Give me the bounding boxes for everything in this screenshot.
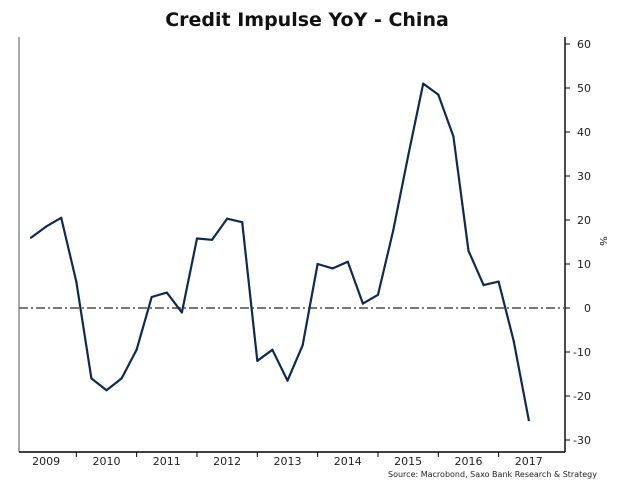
source-note: Source: Macrobond, Saxo Bank Research & …: [388, 470, 597, 479]
x-tick-label: 2017: [515, 455, 543, 468]
data-point: [271, 348, 274, 351]
y-axis-label: %: [597, 236, 608, 246]
data-point: [226, 217, 229, 220]
data-point: [391, 229, 395, 233]
data-point: [105, 389, 108, 392]
data-point: [195, 237, 199, 240]
x-tick-label: 2014: [334, 455, 362, 468]
data-point: [135, 348, 138, 351]
data-point: [150, 295, 153, 299]
data-point: [346, 260, 349, 263]
chart-title: Credit Impulse YoY - China: [165, 9, 449, 31]
y-axis: 60 50 40 30 20 10 0 -10 -20 -30: [565, 38, 591, 447]
x-tick-label: 2015: [394, 455, 422, 468]
data-point: [316, 262, 319, 266]
data-point: [361, 302, 364, 305]
x-tick-label: 2016: [454, 455, 482, 468]
data-point: [512, 339, 515, 343]
data-point: [75, 280, 78, 283]
y-tick-label: 60: [577, 38, 591, 51]
data-point: [497, 280, 500, 283]
data-point: [452, 135, 455, 138]
x-tick-label: 2011: [153, 455, 181, 468]
data-point: [120, 377, 123, 380]
data-point: [527, 419, 530, 422]
x-tick-label: 2013: [273, 455, 301, 468]
data-point: [376, 293, 380, 296]
y-tick-label: 10: [577, 258, 591, 271]
data-point: [90, 377, 93, 380]
y-tick-label: 0: [584, 302, 591, 315]
data-point: [331, 267, 334, 270]
data-point: [437, 93, 440, 96]
data-point: [301, 344, 304, 347]
x-axis: 2009 2010 2011 2012 2013 2014 2015 2016 2017: [19, 451, 565, 468]
y-tick-label: 40: [577, 126, 591, 139]
data-point: [467, 249, 470, 252]
x-tick-label: 2010: [92, 455, 120, 468]
y-tick-label: 20: [577, 214, 591, 227]
data-point: [256, 359, 259, 362]
data-point: [241, 221, 244, 224]
data-point: [422, 82, 425, 85]
data-point: [210, 238, 214, 241]
data-point: [45, 225, 48, 228]
series-points: [29, 82, 530, 422]
data-point: [180, 311, 183, 314]
data-point: [407, 155, 410, 158]
data-point: [60, 216, 63, 219]
data-point: [286, 379, 289, 382]
data-point: [29, 236, 33, 239]
x-tick-label: 2009: [32, 455, 60, 468]
y-tick-label: -20: [573, 390, 591, 403]
y-tick-label: 30: [577, 170, 591, 183]
y-tick-label: 50: [577, 82, 591, 95]
series-line: [30, 82, 530, 421]
y-tick-label: -10: [573, 346, 591, 359]
y-tick-label: -30: [573, 434, 591, 447]
data-point: [482, 284, 485, 287]
x-tick-label: 2012: [213, 455, 241, 468]
data-point: [165, 291, 168, 294]
